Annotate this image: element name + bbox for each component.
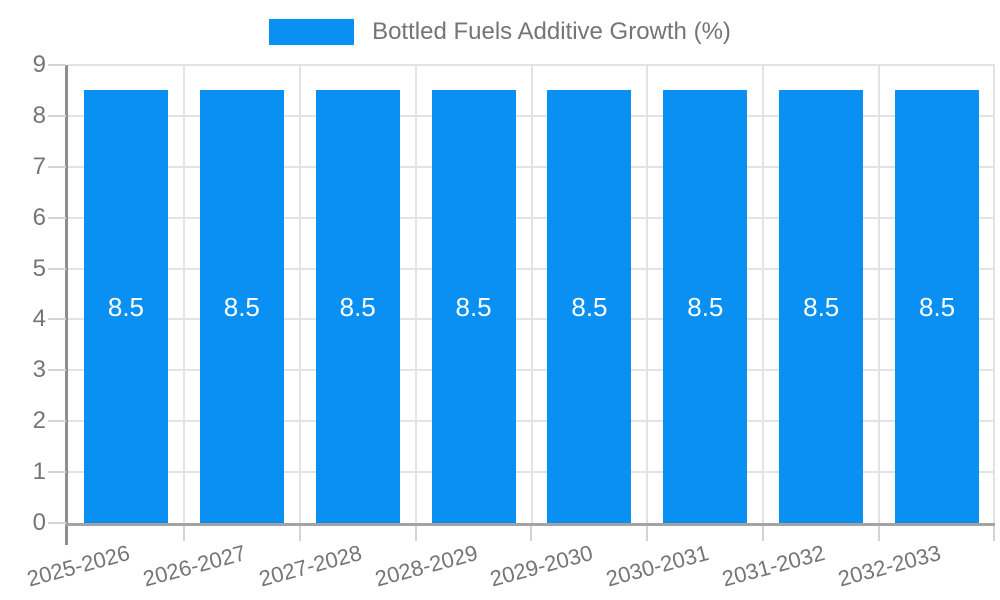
gridline-v (878, 65, 881, 523)
gridline-v (298, 65, 301, 523)
chart-legend: Bottled Fuels Additive Growth (%) (0, 17, 1000, 47)
bar-2029-2030[interactable]: 8.5 (547, 90, 632, 523)
y-tick-4 (48, 318, 66, 320)
y-tick-0 (48, 522, 66, 524)
x-tick (530, 526, 532, 541)
y-axis-label: 4 (32, 305, 46, 332)
bar-cell: 8.5 (300, 65, 416, 523)
x-tick (299, 526, 301, 541)
bar-value-label: 8.5 (803, 291, 840, 322)
x-axis-label: 2030-2031 (603, 540, 712, 592)
x-tick (878, 526, 880, 541)
bars-group: 8.5 8.5 8.5 8.5 8.5 (68, 65, 995, 523)
x-tick (646, 526, 648, 541)
gridline-v (993, 65, 995, 523)
y-tick-6 (48, 217, 66, 219)
y-tick-5 (48, 268, 66, 270)
bar-cell: 8.5 (416, 65, 532, 523)
y-tick-1 (48, 471, 66, 473)
x-axis-label: 2027-2028 (256, 540, 365, 592)
y-axis-label: 2 (32, 407, 46, 434)
y-tick-8 (48, 115, 66, 117)
y-axis-label: 3 (32, 356, 46, 383)
bar-2030-2031[interactable]: 8.5 (663, 90, 748, 523)
bar-cell: 8.5 (68, 65, 184, 523)
bar-2027-2028[interactable]: 8.5 (315, 90, 400, 523)
bar-cell: 8.5 (879, 65, 995, 523)
bar-2025-2026[interactable]: 8.5 (83, 90, 168, 523)
gridline-v (414, 65, 417, 523)
y-axis-label: 0 (32, 509, 46, 536)
y-tick-7 (48, 166, 66, 168)
legend-label[interactable]: Bottled Fuels Additive Growth (%) (372, 18, 731, 45)
x-axis-label: 2029-2030 (487, 540, 596, 592)
legend-swatch[interactable] (269, 19, 355, 45)
x-axis-label: 2031-2032 (719, 540, 828, 592)
y-axis-label: 5 (32, 255, 46, 282)
gridline-v (646, 65, 649, 523)
x-tick (415, 526, 417, 541)
bar-2032-2033[interactable]: 8.5 (895, 90, 980, 523)
x-axis-label: 2025-2026 (24, 540, 133, 592)
bar-value-label: 8.5 (918, 291, 956, 322)
bar-value-label: 8.5 (571, 291, 608, 322)
x-tick (762, 526, 764, 541)
x-axis-label: 2026-2027 (140, 540, 249, 592)
y-axis-label: 6 (32, 204, 46, 231)
bar-2031-2032[interactable]: 8.5 (779, 90, 864, 523)
x-axis-label: 2028-2029 (372, 540, 481, 592)
gridline-v (530, 65, 533, 523)
bar-2028-2029[interactable]: 8.5 (431, 90, 516, 523)
bar-value-label: 8.5 (107, 291, 145, 322)
gridline-v (182, 65, 185, 523)
bar-2026-2027[interactable]: 8.5 (199, 90, 284, 523)
x-tick (993, 526, 995, 541)
bar-value-label: 8.5 (339, 291, 376, 322)
bar-value-label: 8.5 (455, 291, 492, 322)
bar-cell: 8.5 (647, 65, 763, 523)
x-axis-line (65, 523, 995, 526)
bar-cell: 8.5 (184, 65, 300, 523)
y-axis-line (65, 65, 68, 545)
y-tick-2 (48, 420, 66, 422)
y-axis-label: 1 (32, 458, 46, 485)
y-axis-label: 9 (32, 51, 46, 78)
x-axis-label: 2032-2033 (835, 540, 944, 592)
y-tick-9 (48, 64, 66, 66)
bar-cell: 8.5 (532, 65, 648, 523)
y-axis-label: 8 (32, 102, 46, 129)
gridline-v (762, 65, 765, 523)
bar-value-label: 8.5 (687, 291, 724, 322)
x-tick (183, 526, 185, 541)
bar-cell: 8.5 (763, 65, 879, 523)
y-tick-3 (48, 369, 66, 371)
bar-value-label: 8.5 (223, 291, 260, 322)
y-axis-label: 7 (32, 153, 46, 180)
plot-area: 8.5 8.5 8.5 8.5 8.5 (68, 64, 995, 523)
